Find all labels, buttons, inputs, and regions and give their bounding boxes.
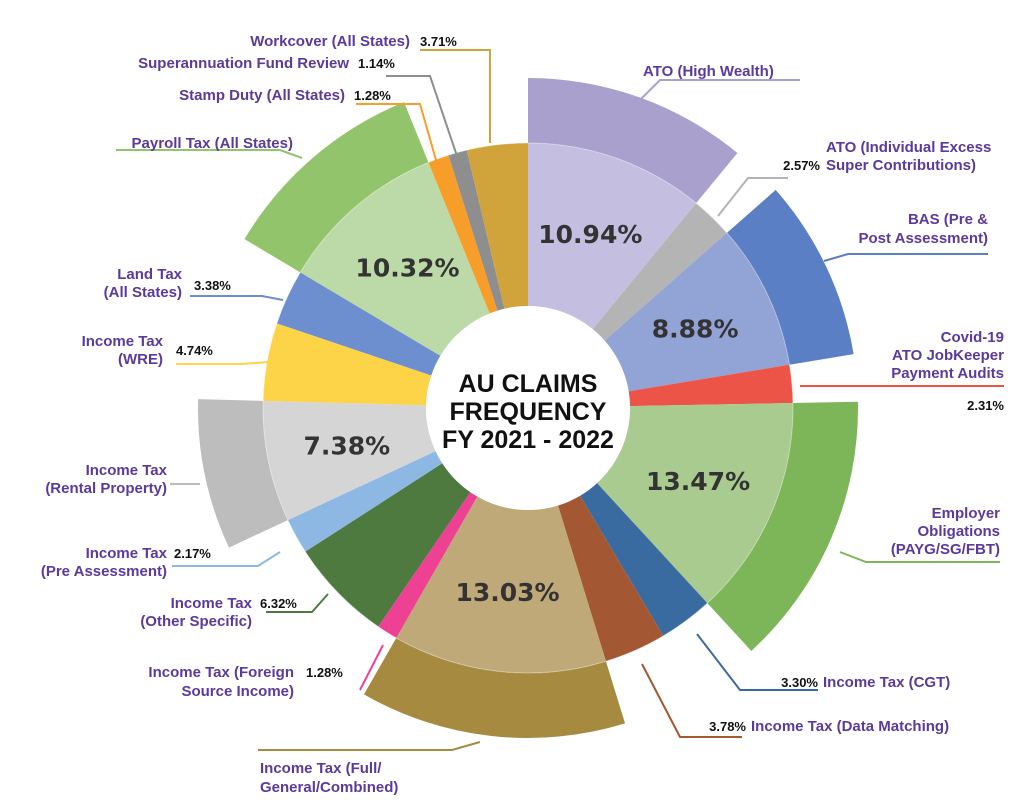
ring-divider <box>262 142 794 674</box>
pie-slices <box>198 78 858 738</box>
callout-category-label: ATO (Individual Excess <box>826 139 991 156</box>
callout-leader-line <box>356 103 437 161</box>
slice-inner-percent-label: 10.32% <box>355 254 459 283</box>
callout-leader-line <box>190 295 284 301</box>
callout-category-label: (Rental Property) <box>45 480 167 497</box>
callout-category-label: (WRE) <box>118 351 163 368</box>
slice-inner <box>528 143 697 330</box>
callout-leader-line <box>639 79 800 101</box>
chart-title-line-2: FREQUENCY <box>450 398 607 426</box>
slice <box>557 495 664 662</box>
slice-inner-percent-label: 7.38% <box>304 432 391 461</box>
callout-category-label: (Pre Assessment) <box>41 563 167 580</box>
slice-inner-percent-label: 13.03% <box>455 578 559 607</box>
callout-percent-label: 4.74% <box>176 343 213 358</box>
slice-inner <box>262 400 436 521</box>
callout-category-label: Source Income) <box>181 683 294 700</box>
callout-category-label: (All States) <box>104 284 182 301</box>
callout-percent-label: 1.28% <box>354 88 391 103</box>
callout-percent-label: 3.78% <box>709 719 746 734</box>
callout-leader-line <box>386 75 458 157</box>
slice <box>263 323 432 406</box>
slice-inner-percent-label: 10.94% <box>538 220 642 249</box>
callout-leader-line <box>258 741 481 751</box>
slice-inner <box>597 403 794 604</box>
callout-category-label: Super Contributions) <box>826 157 976 174</box>
slice-inner <box>300 162 490 356</box>
callout-category-label: Income Tax <box>171 595 253 612</box>
callout-percent-label: 6.32% <box>260 596 297 611</box>
inner-percent-labels: 10.94% 8.88% 13.47% 13.03% 7.38% 10.32% <box>304 220 751 607</box>
callout-percent-label: 1.14% <box>358 56 395 71</box>
callout-category-label: Payment Audits <box>891 365 1004 382</box>
callout-category-label: Workcover (All States) <box>250 33 410 50</box>
chart-title-line-1: AU CLAIMS <box>459 370 598 398</box>
callout-category-label: (Other Specific) <box>140 613 252 630</box>
callout-leader-line <box>172 551 281 567</box>
callout-category-label: Obligations <box>918 523 1001 540</box>
callout-category-label: Income Tax (CGT) <box>823 674 950 691</box>
slice <box>378 492 478 638</box>
callout-leader-line <box>176 361 270 365</box>
slice-inner <box>396 496 606 674</box>
callout-category-label: Income Tax <box>86 462 168 479</box>
slice <box>287 451 443 552</box>
center-hole <box>426 306 630 510</box>
callout-category-label: ATO JobKeeper <box>892 347 1004 364</box>
callout-leader-line <box>359 644 384 691</box>
slice-inner-percent-label: 8.88% <box>652 315 739 344</box>
slice-outer-band <box>363 637 626 738</box>
callout-category-label: Income Tax (Foreign <box>148 664 294 681</box>
chart-title-line-3: FY 2021 - 2022 <box>442 426 614 454</box>
callout-percent-label: 2.17% <box>174 546 211 561</box>
callout-category-label: Superannuation Fund Review <box>138 55 349 72</box>
slice-outer-band <box>244 102 429 273</box>
callout-category-label: (PAYG/SG/FBT) <box>891 541 1000 558</box>
callout-leader-line <box>696 633 818 691</box>
callout-leader-line <box>116 149 303 159</box>
callout-percent-label: 1.28% <box>306 665 343 680</box>
callout-leader-line <box>641 663 742 738</box>
callout-category-label: Land Tax <box>117 266 182 283</box>
callout-category-label: Payroll Tax (All States) <box>132 135 293 152</box>
callout-labels: ATO (High Wealth)ATO (Individual ExcessS… <box>41 33 1005 796</box>
callout-leader-line <box>823 253 988 262</box>
slice-outer-band <box>726 189 854 365</box>
callout-category-label: Income Tax (Data Matching) <box>751 718 949 735</box>
callout-category-label: Stamp Duty (All States) <box>179 87 345 104</box>
callout-leader-line <box>420 49 491 143</box>
callout-category-label: BAS (Pre & <box>908 211 988 228</box>
slice <box>592 203 727 341</box>
callout-category-label: Income Tax <box>86 545 168 562</box>
callout-leader-line <box>266 593 329 613</box>
callout-category-label: Income Tax (Full/ <box>260 760 382 777</box>
slice <box>428 155 498 314</box>
slice-outer-band <box>198 399 288 548</box>
slice <box>628 364 793 407</box>
callout-category-label: General/Combined) <box>260 779 398 796</box>
callout-category-label: Covid-19 <box>941 329 1004 346</box>
callout-category-label: Post Assessment) <box>859 230 989 247</box>
slice <box>466 143 528 309</box>
slice <box>448 150 505 311</box>
slice <box>276 272 441 376</box>
slice <box>580 483 708 636</box>
callout-category-label: Employer <box>932 505 1001 522</box>
callout-percent-label: 3.71% <box>420 34 457 49</box>
callout-percent-label: 3.38% <box>194 278 231 293</box>
callout-leader-line <box>839 551 1000 563</box>
slice-inner <box>604 232 790 392</box>
slice-outer-band <box>707 401 858 651</box>
slice-outer-band <box>528 78 738 204</box>
slice <box>305 463 471 627</box>
callout-percent-label: 2.57% <box>783 158 820 173</box>
callout-category-label: ATO (High Wealth) <box>643 63 774 80</box>
callout-category-label: Income Tax <box>82 333 164 350</box>
slice-inner-percent-label: 13.47% <box>646 467 750 496</box>
callout-percent-label: 2.31% <box>967 398 1004 413</box>
callout-percent-label: 3.30% <box>781 675 818 690</box>
callout-leader-line <box>717 177 788 217</box>
